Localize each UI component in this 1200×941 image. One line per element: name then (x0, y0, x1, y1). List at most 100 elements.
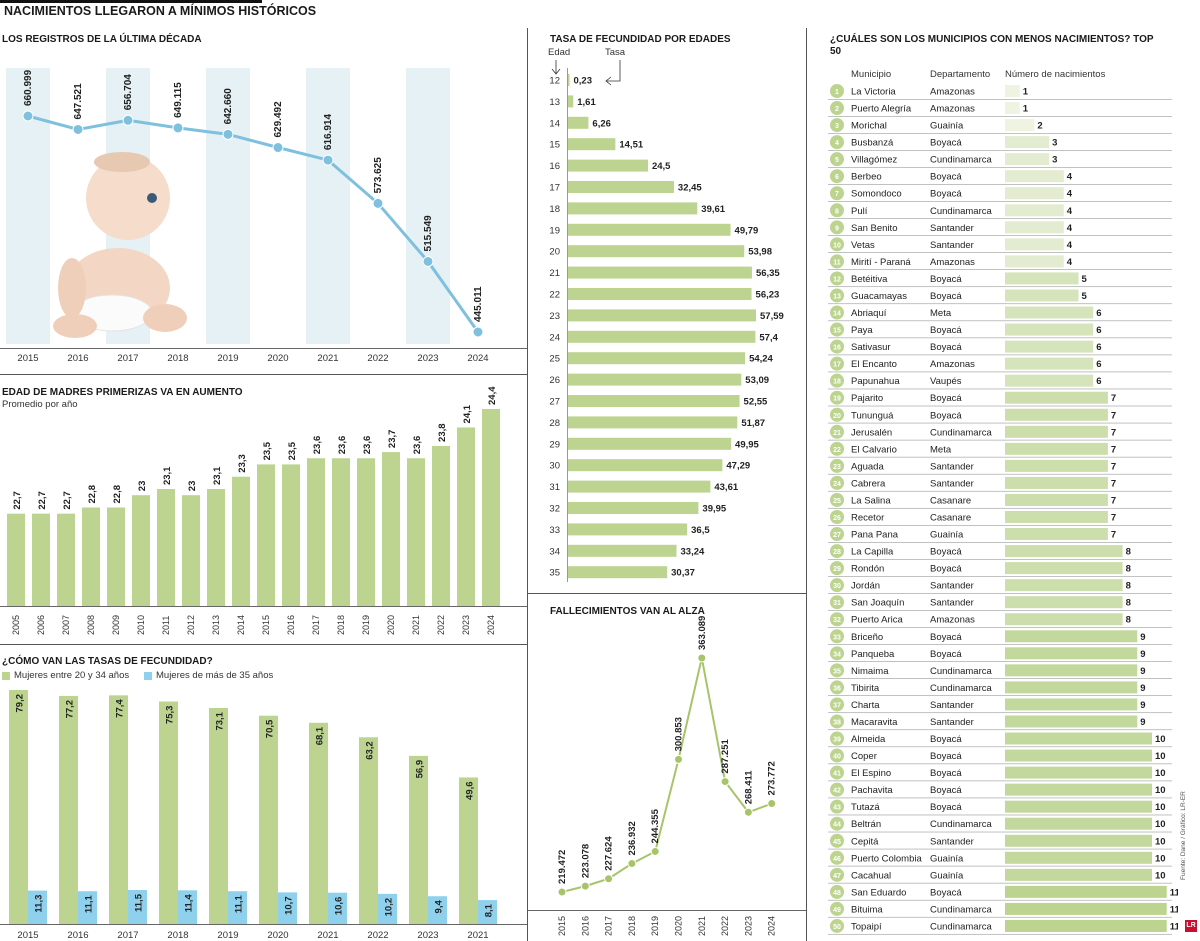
row-divider (828, 559, 1172, 560)
row-divider (828, 814, 1172, 816)
age-y-tick: 34 (549, 546, 560, 557)
rank-badge (830, 475, 844, 490)
municipio-name: Guacamayas (851, 291, 907, 302)
births-point (322, 154, 334, 166)
departamento-name: Santander (930, 581, 974, 592)
rank-number: 31 (833, 600, 841, 607)
deaths-data-label: 244.355 (650, 808, 661, 843)
municipio-name: Bituima (851, 904, 883, 915)
rank-number: 22 (833, 447, 841, 454)
divider-horizontal-3 (528, 593, 806, 594)
rank-number: 34 (833, 651, 841, 658)
rank-badge (830, 390, 844, 405)
age-y-tick: 24 (549, 332, 560, 343)
rank-badge (830, 646, 844, 661)
mothers-data-label: 23,6 (362, 436, 373, 455)
row-divider (828, 507, 1172, 509)
rank-badge (830, 305, 844, 320)
rank-number: 40 (833, 754, 841, 761)
trend-label-35-plus: 11,1 (84, 894, 95, 913)
trend-label-20-34: 56,9 (415, 760, 426, 779)
rank-number: 30 (833, 583, 841, 590)
age-bar (568, 502, 699, 514)
nacimientos-bar (1005, 851, 1152, 864)
births-x-tick: 2015 (17, 353, 38, 364)
age-data-label: 49,95 (735, 439, 759, 450)
municipio-name: Mirití - Paraná (851, 257, 911, 268)
departamento-name: Boyacá (930, 547, 962, 558)
rank-badge (830, 135, 844, 150)
rank-number: 24 (833, 481, 841, 488)
births-point (372, 197, 384, 209)
age-bar (568, 116, 589, 129)
births-data-label: 445.011 (473, 286, 484, 322)
age-data-label: 51,87 (741, 418, 765, 429)
rank-number: 39 (833, 737, 841, 744)
rank-badge (830, 561, 844, 576)
trend-label-35-plus: 11,5 (134, 893, 145, 912)
age-y-tick: 28 (549, 418, 560, 429)
deaths-data-label: 219.472 (557, 850, 568, 884)
age-bar (568, 416, 738, 429)
departamento-name: Santander (930, 461, 974, 472)
departamento-name: Boyacá (930, 632, 962, 643)
trend-x-tick: 2019 (217, 930, 238, 941)
mothers-x-tick: 2005 (11, 615, 21, 635)
nacimientos-bar (1005, 885, 1167, 898)
municipio-name: Papunahua (851, 376, 900, 387)
nacimientos-bar (1005, 562, 1123, 575)
rank-badge (830, 765, 844, 780)
mothers-x-tick: 2006 (36, 615, 46, 635)
rank-badge (830, 339, 844, 354)
nacimientos-bar (1005, 170, 1064, 183)
age-y-tick: 29 (549, 439, 560, 450)
age-data-label: 39,61 (701, 204, 725, 215)
departamento-name: Boyacá (930, 751, 962, 762)
births-point (172, 122, 184, 134)
mothers-bar (457, 427, 475, 606)
nacimientos-bar (1005, 408, 1108, 421)
births-data-label: 647.521 (73, 83, 84, 120)
age-data-label: 0,23 (574, 76, 593, 87)
rank-badge (830, 850, 844, 865)
nacimientos-bar (1005, 868, 1152, 881)
mothers-x-tick: 2018 (336, 615, 346, 635)
row-divider (828, 695, 1172, 696)
row-divider (828, 490, 1172, 492)
deaths-title: FALLECIMIENTOS VAN AL ALZA (550, 606, 705, 617)
divider-vertical-right (806, 28, 807, 941)
births-x-tick: 2019 (217, 353, 238, 364)
mothers-age-subtitle: Promedio por año (2, 399, 78, 410)
municipio-name: Sativasur (851, 342, 891, 353)
departamento-name: Guainía (930, 870, 964, 881)
rank-number: 36 (833, 685, 841, 692)
nacimientos-bar (1005, 136, 1050, 149)
nacimientos-value: 9 (1140, 632, 1145, 643)
age-bar (568, 437, 732, 450)
mothers-data-label: 23 (187, 481, 198, 492)
fertility-age-axis-label: Edad (548, 47, 570, 58)
rank-badge (830, 748, 844, 763)
trend-x-axis (0, 924, 527, 925)
municipio-name: Jordán (851, 581, 880, 592)
mothers-data-label: 24,1 (462, 404, 473, 423)
nacimientos-value: 9 (1140, 683, 1145, 694)
nacimientos-bar (1005, 681, 1138, 694)
row-divider (828, 576, 1172, 577)
nacimientos-bar (1005, 715, 1138, 728)
municipio-name: Tutazá (851, 802, 880, 813)
mothers-bar (7, 513, 25, 606)
fertility-age-value-label: Tasa (605, 47, 626, 58)
nacimientos-bar (1005, 187, 1064, 200)
births-point (272, 142, 284, 154)
age-y-tick: 30 (549, 461, 560, 472)
nacimientos-bar (1005, 459, 1108, 472)
rank-number: 32 (833, 617, 841, 624)
rank-badge (830, 407, 844, 422)
births-title: LOS REGISTROS DE LA ÚLTIMA DÉCADA (2, 34, 202, 45)
trend-bar-20-34 (309, 722, 328, 924)
age-y-tick: 32 (549, 504, 560, 515)
rank-number: 25 (833, 498, 841, 505)
age-bar (568, 74, 570, 86)
age-y-tick: 17 (549, 183, 560, 194)
